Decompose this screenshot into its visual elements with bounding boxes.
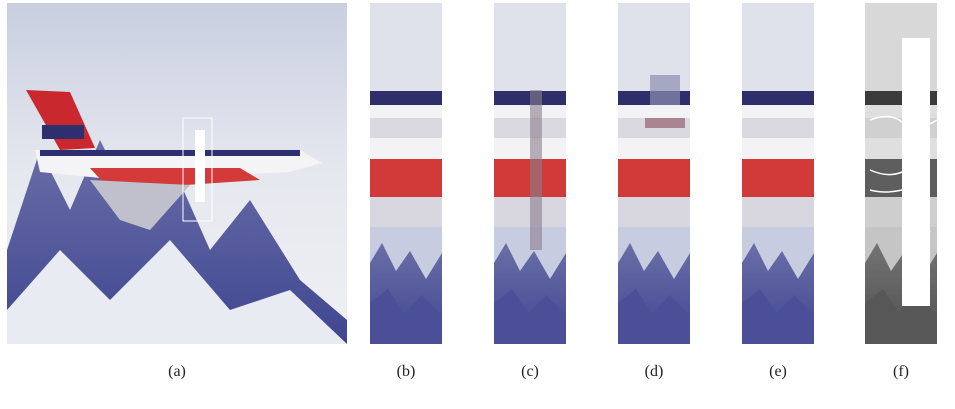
- panel-f: [865, 3, 937, 344]
- panel-d: [618, 3, 690, 344]
- panel-b: [370, 3, 442, 344]
- caption: (a): [168, 363, 186, 380]
- panel-a: [7, 3, 347, 344]
- panel-c: [494, 3, 566, 344]
- caption: (e): [769, 363, 787, 380]
- caption: (d): [645, 363, 664, 380]
- caption: (f): [893, 363, 909, 380]
- panel-e: [742, 3, 814, 344]
- figure: (a) (b) (c) (d) (e) (f): [0, 0, 955, 409]
- caption: (c): [521, 363, 539, 380]
- caption: (b): [397, 363, 416, 380]
